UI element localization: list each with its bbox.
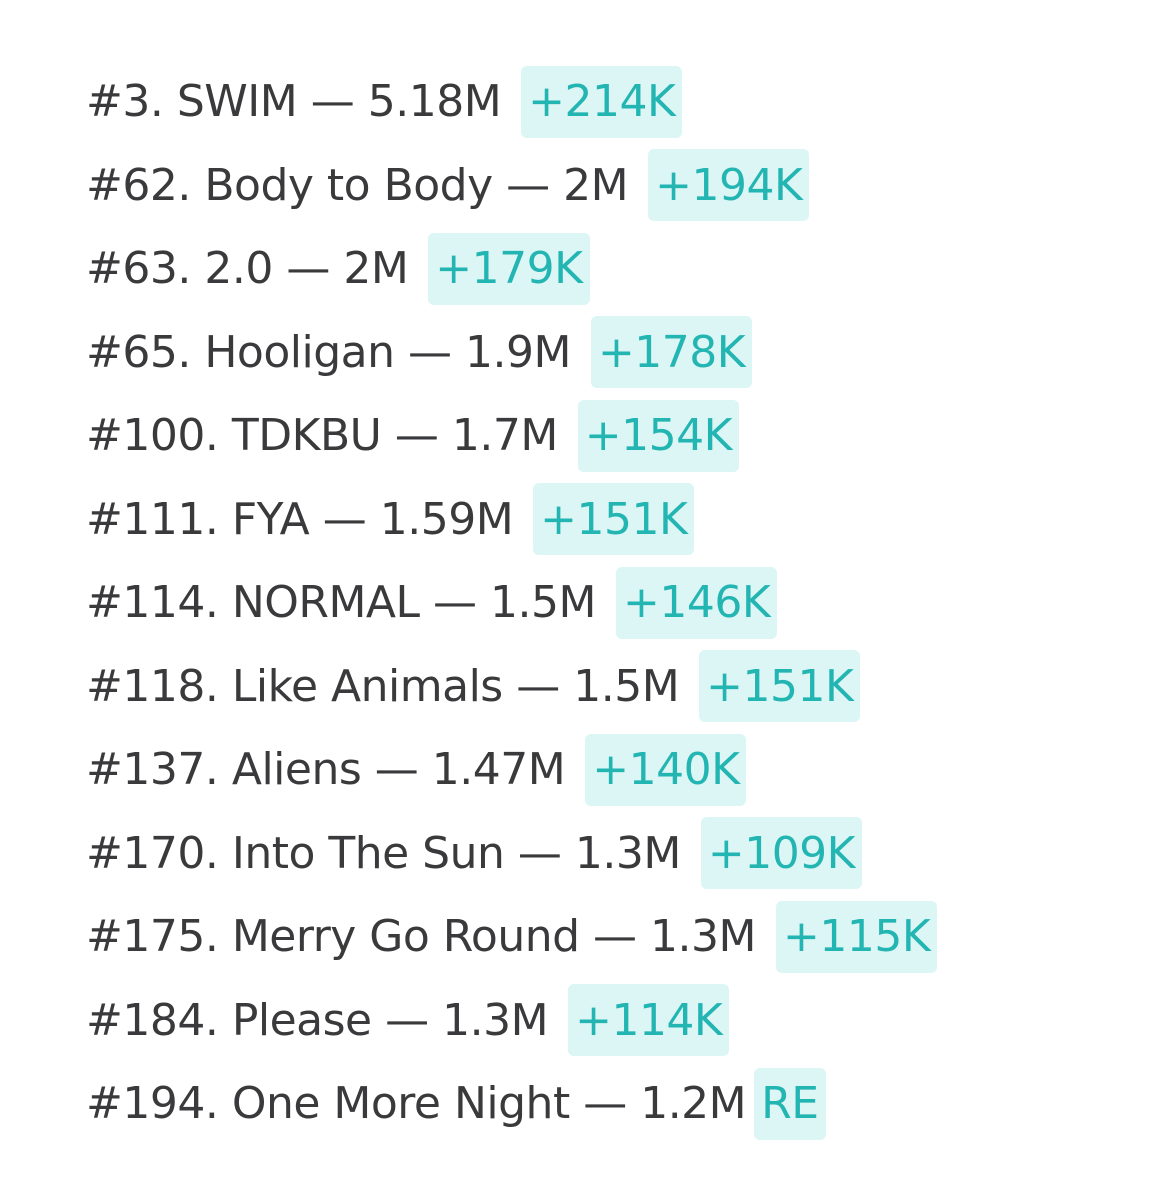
row-text: #170. Into The Sun — 1.3M xyxy=(86,828,681,879)
row-text: #63. 2.0 — 2M xyxy=(86,243,409,295)
change-badge: +114K xyxy=(568,984,730,1057)
stream-count: 1.9M xyxy=(465,326,571,378)
song-title: Merry Go Round xyxy=(231,911,580,963)
separator: — xyxy=(385,994,429,1046)
list-item: #137. Aliens — 1.47M +140K xyxy=(86,728,937,812)
rank: #175. xyxy=(86,911,219,963)
list-item: #114. NORMAL — 1.5M +146K xyxy=(86,561,937,645)
change-badge: +179K xyxy=(428,232,590,305)
stream-count: 2M xyxy=(563,159,629,211)
list-item: #3. SWIM — 5.18M +214K xyxy=(86,60,937,144)
change-badge: RE xyxy=(754,1067,826,1140)
stream-count: 1.59M xyxy=(379,493,514,545)
row-text: #184. Please — 1.3M xyxy=(86,994,549,1046)
row-text: #111. FYA — 1.59M xyxy=(86,493,514,545)
row-text: #118. Like Animals — 1.5M xyxy=(86,660,680,712)
separator: — xyxy=(286,243,330,295)
song-title: FYA xyxy=(231,493,310,545)
stream-count: 1.5M xyxy=(573,660,680,712)
rank: #114. xyxy=(86,577,219,629)
row-text: #194. One More Night — 1.2M xyxy=(86,1078,747,1130)
separator: — xyxy=(506,159,550,211)
change-badge: +214K xyxy=(521,65,683,138)
change-badge: +109K xyxy=(700,817,863,890)
song-title: TDKBU xyxy=(231,410,382,462)
rank: #3. xyxy=(86,76,164,128)
stream-count: 5.18M xyxy=(367,76,502,128)
song-chart-list: #3. SWIM — 5.18M +214K #62. Body to Body… xyxy=(86,60,938,1146)
rank: #194. xyxy=(86,1078,219,1130)
stream-count: 1.2M xyxy=(640,1078,747,1130)
row-text: #114. NORMAL — 1.5M xyxy=(86,577,596,628)
song-title: Please xyxy=(231,994,372,1046)
song-title: Into The Sun xyxy=(231,827,505,879)
rank: #63. xyxy=(86,243,191,295)
list-item: #194. One More Night — 1.2M RE xyxy=(86,1062,937,1146)
separator: — xyxy=(322,493,367,545)
song-title: Aliens xyxy=(231,744,362,796)
stream-count: 1.7M xyxy=(451,410,558,462)
list-item: #62. Body to Body — 2M +194K xyxy=(86,144,937,228)
list-item: #170. Into The Sun — 1.3M +109K xyxy=(86,812,937,896)
separator: — xyxy=(516,660,560,712)
separator: — xyxy=(374,744,419,796)
change-badge: +146K xyxy=(615,566,778,639)
separator: — xyxy=(593,911,637,963)
stream-count: 1.5M xyxy=(490,577,596,629)
rank: #62. xyxy=(86,159,191,211)
song-title: One More Night xyxy=(231,1078,570,1130)
rank: #118. xyxy=(86,660,219,712)
separator: — xyxy=(517,827,562,879)
separator: — xyxy=(583,1078,627,1130)
separator: — xyxy=(408,326,452,378)
rank: #111. xyxy=(86,493,219,545)
song-title: Like Animals xyxy=(231,660,503,712)
row-text: #65. Hooligan — 1.9M xyxy=(86,327,571,378)
change-badge: +154K xyxy=(577,399,739,472)
song-title: NORMAL xyxy=(231,577,420,629)
list-item: #100. TDKBU — 1.7M +154K xyxy=(86,394,937,478)
rank: #170. xyxy=(86,827,219,879)
list-item: #63. 2.0 — 2M +179K xyxy=(86,227,937,311)
stream-count: 1.3M xyxy=(650,911,756,963)
row-text: #175. Merry Go Round — 1.3M xyxy=(86,911,756,962)
change-badge: +178K xyxy=(590,316,753,389)
row-text: #100. TDKBU — 1.7M xyxy=(86,410,558,461)
row-text: #137. Aliens — 1.47M xyxy=(86,744,566,796)
stream-count: 1.47M xyxy=(431,744,566,796)
song-title: SWIM xyxy=(176,76,298,128)
rank: #100. xyxy=(86,410,219,462)
rank: #65. xyxy=(86,326,191,378)
list-item: #175. Merry Go Round — 1.3M +115K xyxy=(86,895,938,979)
list-item: #184. Please — 1.3M +114K xyxy=(86,979,937,1063)
row-text: #3. SWIM — 5.18M xyxy=(86,76,502,128)
rank: #184. xyxy=(86,994,219,1046)
song-title: Body to Body xyxy=(204,159,493,211)
stream-count: 2M xyxy=(343,243,409,295)
change-badge: +140K xyxy=(585,733,747,806)
separator: — xyxy=(433,577,477,629)
change-badge: +115K xyxy=(775,900,938,973)
row-text: #62. Body to Body — 2M xyxy=(86,159,629,211)
separator: — xyxy=(310,76,355,128)
change-badge: +151K xyxy=(533,483,695,556)
change-badge: +151K xyxy=(699,650,861,723)
stream-count: 1.3M xyxy=(574,827,681,879)
separator: — xyxy=(394,410,439,462)
change-badge: +194K xyxy=(648,149,810,222)
song-title: 2.0 xyxy=(204,243,273,295)
list-item: #65. Hooligan — 1.9M +178K xyxy=(86,311,937,395)
song-title: Hooligan xyxy=(204,326,395,378)
stream-count: 1.3M xyxy=(442,994,549,1046)
list-item: #118. Like Animals — 1.5M +151K xyxy=(86,645,937,729)
list-item: #111. FYA — 1.59M +151K xyxy=(86,478,937,562)
rank: #137. xyxy=(86,744,219,796)
